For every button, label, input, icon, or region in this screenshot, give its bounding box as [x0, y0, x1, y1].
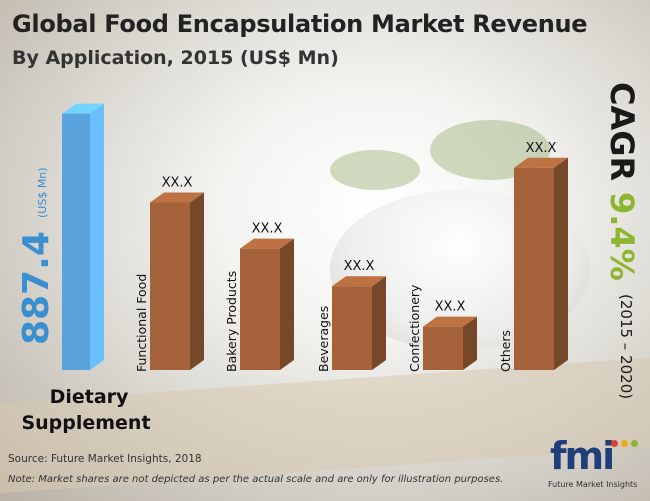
chart-title: Global Food Encapsulation Market Revenue [12, 10, 588, 38]
chart-subtitle: By Application, 2015 (US$ Mn) [12, 47, 339, 69]
bar-confectionery [423, 316, 477, 370]
bar-top [150, 192, 204, 203]
value-labels-group: XX.X XX.X XX.X XX.X XX.X [162, 141, 557, 315]
disclaimer-note: Note: Market shares are not depicted as … [8, 474, 504, 485]
highlight-value: 887.4 [16, 231, 57, 345]
bar-bakery-products [240, 238, 294, 370]
bar-front [514, 167, 554, 370]
category-label: Confectionery [407, 284, 422, 372]
cagr-label: CAGR [603, 82, 641, 181]
bar-side [90, 103, 104, 370]
highlight-label-line2: Supplement [21, 412, 150, 434]
value-label: XX.X [344, 259, 375, 274]
source-note: Source: Future Market Insights, 2018 [8, 453, 202, 465]
bar-side [372, 276, 386, 370]
category-labels-group: Functional Food Bakery Products Beverages C… [134, 271, 513, 372]
logo-dot [621, 440, 628, 447]
bar-front [240, 248, 280, 370]
value-label: XX.X [162, 175, 193, 190]
bar-top [240, 238, 294, 249]
category-label: Bakery Products [224, 271, 239, 372]
value-label: XX.X [435, 300, 466, 315]
highlight-label-line1: Dietary [50, 386, 129, 408]
bar-front [423, 326, 463, 370]
category-label: Functional Food [134, 274, 149, 372]
bars-group [62, 103, 568, 370]
bar-front [62, 113, 90, 370]
background-herb [330, 150, 420, 190]
bar-functional-food [150, 192, 204, 370]
bar-front [332, 286, 372, 370]
bar-side [190, 192, 204, 370]
cagr-period: (2015 – 2020) [617, 294, 635, 399]
cagr-value: 9.4% [603, 192, 641, 281]
bar-others [514, 157, 568, 370]
bar-front [150, 202, 190, 370]
category-label: Others [498, 330, 513, 372]
logo-dot [611, 440, 618, 447]
bar-top [62, 103, 104, 114]
bar-beverages [332, 276, 386, 370]
logo-text: Future Market Insights [548, 480, 638, 489]
highlight-unit: (US$ Mn) [36, 167, 49, 218]
value-label: XX.X [526, 141, 557, 156]
logo-mark: fmi [550, 434, 615, 478]
bar-side [554, 157, 568, 370]
value-label: XX.X [252, 222, 283, 237]
category-label: Beverages [316, 306, 331, 372]
bar-top [514, 157, 568, 168]
logo-dot [631, 440, 638, 447]
bar-top [332, 276, 386, 287]
bar-dietary-supplement [62, 103, 104, 370]
fmi-logo: fmi Future Market Insights [548, 436, 640, 496]
bar-side [280, 238, 294, 370]
bar-side [463, 316, 477, 370]
cagr-block: CAGR 9.4% (2015 – 2020) [603, 82, 641, 399]
bar-top [423, 316, 477, 327]
